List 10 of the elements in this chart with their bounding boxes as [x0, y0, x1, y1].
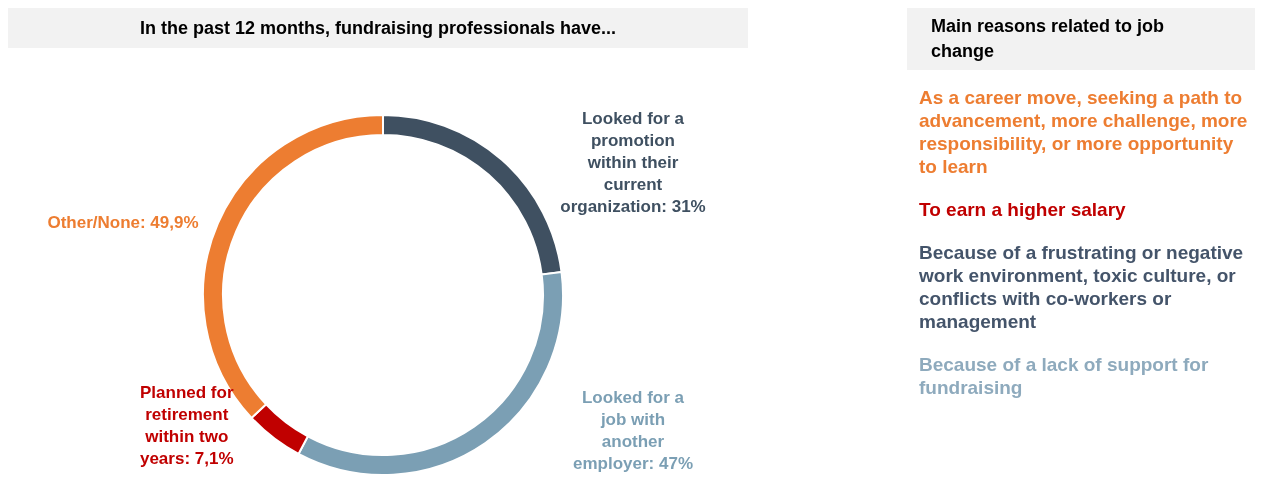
text: As a career move, seeking a path to advancement, more challenge, more responsibility, or more opportunity to learn	[919, 86, 1249, 178]
text: To earn a higher salary	[919, 198, 1127, 221]
slice-label: Planned for retirement within two years: 7,1%	[139, 382, 234, 468]
text: Because of a frustrating or negative work environment, toxic culture, or conflicts with co-workers or management	[919, 241, 1245, 333]
slice-label: Looked for a promotion within their current organization: 31%	[560, 108, 706, 216]
slice-label: Other/None: 49,9%	[47, 212, 199, 232]
chart-title: In the past 12 months, fundraising professionals have...	[8, 8, 748, 48]
slice-label: Looked for a job with another employer: 47%	[573, 387, 693, 473]
text: Main reasons related to job change	[907, 8, 1255, 70]
text: Because of a lack of support for fundraising	[919, 353, 1210, 399]
